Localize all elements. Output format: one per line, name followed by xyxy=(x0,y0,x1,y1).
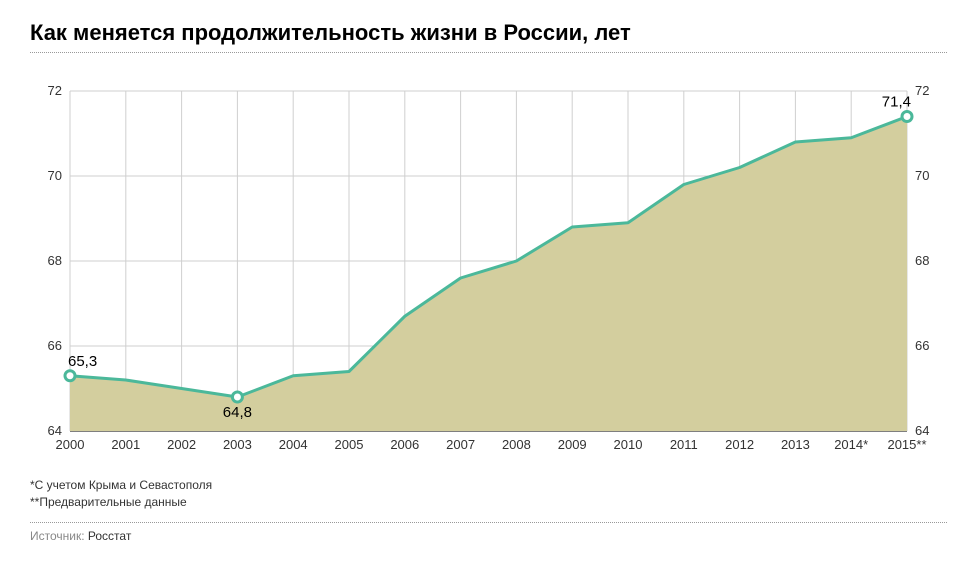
svg-text:72: 72 xyxy=(48,83,62,98)
svg-text:2009: 2009 xyxy=(558,437,587,452)
source: Источник: Росстат xyxy=(30,522,947,543)
svg-text:68: 68 xyxy=(915,253,929,268)
svg-text:70: 70 xyxy=(915,168,929,183)
footnote-2: **Предварительные данные xyxy=(30,494,947,511)
footnote-1: *С учетом Крыма и Севастополя xyxy=(30,477,947,494)
svg-text:2008: 2008 xyxy=(502,437,531,452)
svg-text:2001: 2001 xyxy=(111,437,140,452)
svg-text:2006: 2006 xyxy=(390,437,419,452)
svg-text:64: 64 xyxy=(48,423,62,438)
svg-text:2015**: 2015** xyxy=(887,437,926,452)
svg-text:2010: 2010 xyxy=(614,437,643,452)
svg-text:71,4: 71,4 xyxy=(882,94,911,111)
svg-text:65,3: 65,3 xyxy=(68,353,97,370)
source-value: Росстат xyxy=(88,529,131,543)
svg-text:70: 70 xyxy=(48,168,62,183)
chart-area: 64 64 66 66 68 68 70 70 72 72 2000 2001 2002 2003 2004… xyxy=(30,71,947,471)
svg-text:2002: 2002 xyxy=(167,437,196,452)
svg-text:66: 66 xyxy=(48,338,62,353)
svg-text:64,8: 64,8 xyxy=(223,404,252,421)
svg-text:2005: 2005 xyxy=(335,437,364,452)
svg-text:2011: 2011 xyxy=(670,437,698,452)
svg-text:72: 72 xyxy=(915,83,929,98)
svg-text:66: 66 xyxy=(915,338,929,353)
svg-text:64: 64 xyxy=(915,423,929,438)
svg-text:2012: 2012 xyxy=(725,437,754,452)
svg-text:68: 68 xyxy=(48,253,62,268)
divider-top xyxy=(30,52,947,53)
footnotes: *С учетом Крыма и Севастополя **Предвари… xyxy=(30,477,947,512)
source-label: Источник: xyxy=(30,529,85,543)
svg-text:2013: 2013 xyxy=(781,437,810,452)
svg-text:2004: 2004 xyxy=(279,437,308,452)
life-expectancy-chart: 64 64 66 66 68 68 70 70 72 72 2000 2001 2002 2003 2004… xyxy=(30,71,947,471)
svg-text:2014*: 2014* xyxy=(834,437,868,452)
chart-title: Как меняется продолжительность жизни в Р… xyxy=(30,20,947,46)
svg-text:2003: 2003 xyxy=(223,437,252,452)
chart-container: Как меняется продолжительность жизни в Р… xyxy=(0,0,977,573)
svg-text:2007: 2007 xyxy=(446,437,475,452)
svg-text:2000: 2000 xyxy=(56,437,85,452)
